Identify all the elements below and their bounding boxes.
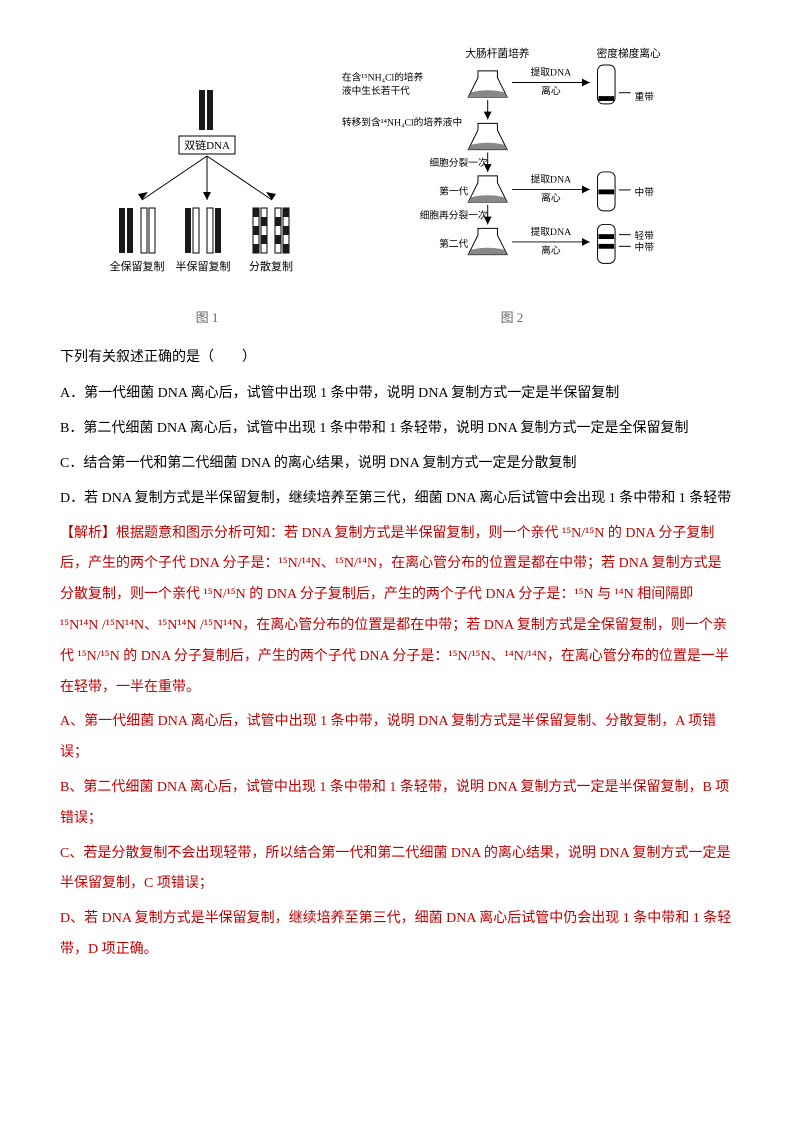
fig2-gen2: 第二代 [439, 237, 468, 250]
fig2-step2: 转移到含¹⁴NH₄Cl的培养液中 [342, 115, 462, 128]
question-stem: 下列有关叙述正确的是（ ） [60, 343, 734, 374]
figure-2-svg: 大肠杆菌培养 密度梯度离心 在含¹⁵NH₄Cl的培养 液中生长若干代 提取DNA… [337, 40, 687, 300]
figure-1-svg: 双链DNA [107, 80, 307, 300]
fig2-division2: 细胞再分裂一次 [420, 209, 488, 222]
analysis-a: A、第一代细菌 DNA 离心后，试管中出现 1 条中带，说明 DNA 复制方式是… [60, 707, 734, 769]
figure-1-caption: 图 1 [196, 304, 219, 333]
figure-2-caption: 图 2 [501, 304, 524, 333]
analysis-intro: 【解析】根据题意和图示分析可知：若 DNA 复制方式是半保留复制，则一个亲代 ¹… [60, 519, 734, 704]
option-b: B．第二代细菌 DNA 离心后，试管中出现 1 条中带和 1 条轻带，说明 DN… [60, 414, 734, 445]
fig2-step1-line1: 在含¹⁵NH₄Cl的培养 [342, 71, 424, 84]
analysis-b: B、第二代细菌 DNA 离心后，试管中出现 1 条中带和 1 条轻带，说明 DN… [60, 773, 734, 835]
fig2-header-right: 密度梯度离心 [597, 47, 661, 60]
fig2-band-mid-2: 中带 [635, 241, 655, 254]
analysis-label: 【解析】 [60, 526, 116, 541]
option-c: C．结合第一代和第二代细菌 DNA 的离心结果，说明 DNA 复制方式一定是分散… [60, 449, 734, 480]
fig2-band-light: 轻带 [635, 229, 655, 242]
fig1-label-1: 全保留复制 [110, 259, 165, 273]
fig2-division1: 细胞分裂一次 [429, 156, 488, 169]
fig2-extract-3: 提取DNA [531, 226, 572, 238]
fig2-extract-1: 提取DNA [531, 67, 572, 79]
figure-1: 双链DNA [107, 80, 307, 333]
option-a: A．第一代细菌 DNA 离心后，试管中出现 1 条中带，说明 DNA 复制方式一… [60, 379, 734, 410]
fig2-step1-line2: 液中生长若干代 [342, 84, 410, 97]
figure-2: 大肠杆菌培养 密度梯度离心 在含¹⁵NH₄Cl的培养 液中生长若干代 提取DNA… [337, 40, 687, 333]
fig1-label-3: 分散复制 [249, 259, 293, 273]
analysis-intro-text: 根据题意和图示分析可知：若 DNA 复制方式是半保留复制，则一个亲代 ¹⁵N/¹… [60, 526, 729, 695]
figures-row: 双链DNA [60, 40, 734, 333]
fig2-header-left: 大肠杆菌培养 [465, 47, 529, 60]
fig2-gen1: 第一代 [439, 184, 468, 197]
option-d: D．若 DNA 复制方式是半保留复制，继续培养至第三代，细菌 DNA 离心后试管… [60, 484, 734, 515]
analysis-d: D、若 DNA 复制方式是半保留复制，继续培养至第三代，细菌 DNA 离心后试管… [60, 904, 734, 966]
fig1-top-label: 双链DNA [184, 138, 230, 152]
fig2-band-heavy: 重带 [635, 90, 655, 103]
fig1-label-2: 半保留复制 [176, 259, 231, 273]
fig2-extract-2: 提取DNA [531, 174, 572, 186]
fig2-centrifuge-3: 离心 [541, 244, 561, 257]
fig2-band-mid-1: 中带 [635, 185, 655, 198]
fig2-centrifuge-2: 离心 [541, 191, 561, 204]
analysis-c: C、若是分散复制不会出现轻带，所以结合第一代和第二代细菌 DNA 的离心结果，说… [60, 839, 734, 901]
fig2-centrifuge-1: 离心 [541, 84, 561, 97]
